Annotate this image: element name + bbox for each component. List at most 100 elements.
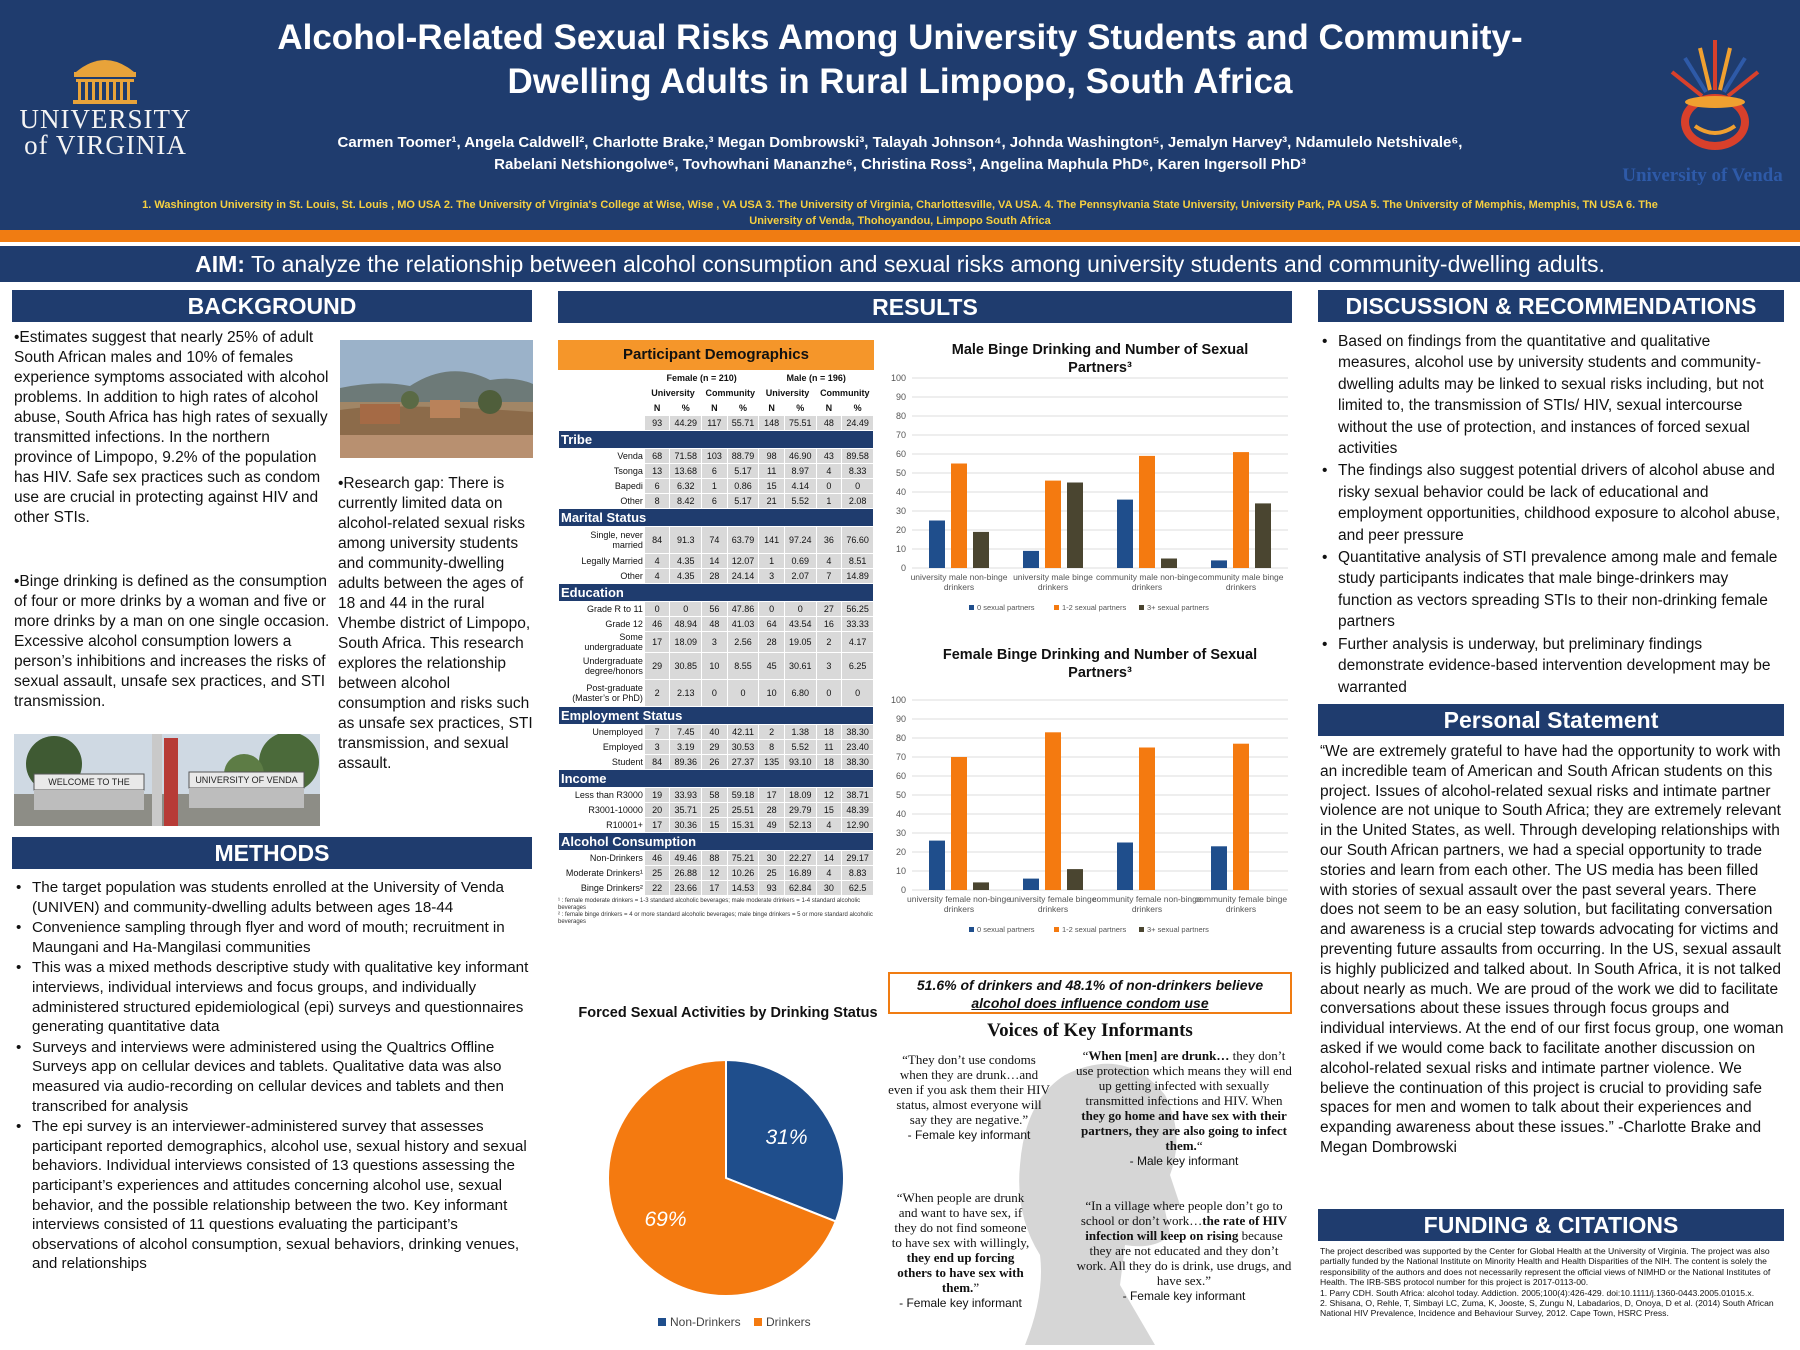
- table-cell: 59.18: [726, 787, 760, 803]
- table-cell: 13: [643, 463, 671, 479]
- bar: [1233, 743, 1249, 890]
- table-cell: [558, 400, 645, 416]
- table-cell: 7: [815, 568, 843, 584]
- table-cell: 25.51: [726, 802, 760, 818]
- y-tick-label: 80: [896, 411, 906, 421]
- table-cell: 6.25: [841, 652, 874, 680]
- bar: [1067, 482, 1083, 568]
- table-cell: 76.60: [841, 526, 874, 554]
- aim-banner: AIM: To analyze the relationship between…: [0, 246, 1800, 282]
- bar: [951, 757, 967, 890]
- table-cell: 12.07: [726, 553, 760, 569]
- discussion-item: Based on findings from the quantitative …: [1320, 331, 1784, 459]
- table-cell: 6.80: [783, 679, 817, 707]
- table-cell: 141: [758, 526, 785, 554]
- bar: [1211, 846, 1227, 890]
- table-cell: 11: [758, 463, 785, 479]
- table-cell: 26.88: [669, 865, 703, 881]
- table-cell: 93.10: [783, 754, 817, 770]
- table-cell: 25: [758, 865, 785, 881]
- table-cell: 22.27: [783, 850, 817, 866]
- table-cell: %: [841, 400, 874, 416]
- table-cell: [558, 385, 645, 401]
- table-cell: Unemployed: [558, 724, 645, 740]
- table-cell: 75.21: [726, 850, 760, 866]
- table-cell: 21: [758, 493, 785, 509]
- methods-list: The target population was students enrol…: [14, 878, 534, 1275]
- legend-label: Drinkers: [766, 1315, 811, 1329]
- table-cell: 3: [758, 568, 785, 584]
- table-cell: N: [643, 400, 671, 416]
- table-cell: 29: [701, 739, 728, 755]
- legend-swatch: [1139, 605, 1144, 610]
- table-cell: %: [669, 400, 703, 416]
- table-cell: 7.45: [669, 724, 703, 740]
- y-tick-label: 80: [896, 733, 906, 743]
- table-cell: 29.79: [783, 802, 817, 818]
- uva-rotunda-logo: [73, 60, 137, 104]
- bar: [1233, 452, 1249, 568]
- y-tick-label: 20: [896, 525, 906, 535]
- y-tick-label: 60: [896, 449, 906, 459]
- table-cell: 24.14: [726, 568, 760, 584]
- table-cell: Employed: [558, 739, 645, 755]
- demographics-table: Female (n = 210) Male (n = 196) University…: [558, 370, 875, 896]
- table-cell: 0: [701, 679, 728, 707]
- table-cell: 30.53: [726, 739, 760, 755]
- table-cell: Education: [558, 583, 874, 602]
- table-row: R10001+ 17 30.36 15 15.31 49 52.13 4 12.90: [558, 817, 874, 833]
- x-tick-label: community male binge drinkers: [1198, 572, 1283, 592]
- table-cell: 15.31: [726, 817, 760, 833]
- table-cell: 91.3: [669, 526, 703, 554]
- table-cell: 46: [643, 850, 671, 866]
- table-cell: 4: [815, 463, 843, 479]
- table-cell: 0.69: [783, 553, 817, 569]
- table-cell: 4.35: [669, 553, 703, 569]
- table-cell: 6: [643, 478, 671, 494]
- table-cell: 46: [643, 616, 671, 632]
- table-cell: 14.89: [841, 568, 874, 584]
- table-cell: 23.66: [669, 880, 703, 896]
- table-cell: 30: [758, 850, 785, 866]
- table-row: Student 84 89.36 26 27.37 135 93.10 18 38.30: [558, 754, 874, 770]
- table-cell: 5.52: [783, 493, 817, 509]
- table-cell: 30.61: [783, 652, 817, 680]
- table-cell: 38.71: [841, 787, 874, 803]
- legend-swatch: [754, 1318, 762, 1326]
- legend-label: 0 sexual partners: [977, 925, 1035, 934]
- table-cell: 135: [758, 754, 785, 770]
- table-cell: 19: [643, 787, 671, 803]
- table-cell: 15: [815, 802, 843, 818]
- demographics-footnotes: ¹ : female moderate drinkers = 1-3 stand…: [558, 898, 873, 925]
- bar: [1255, 503, 1271, 568]
- table-cell: 28: [758, 631, 785, 653]
- table-row: Grade R to 11 0 0 56 47.86 0 0 27 56.25: [558, 601, 874, 617]
- table-cell: 30.85: [669, 652, 703, 680]
- discussion-item: Further analysis is underway, but prelim…: [1320, 634, 1784, 698]
- table-cell: 0: [841, 679, 874, 707]
- table-cell: Less than R3000: [558, 787, 645, 803]
- background-heading: BACKGROUND: [12, 290, 532, 322]
- table-cell: 4: [815, 817, 843, 833]
- table-cell: 5.17: [726, 493, 760, 509]
- table-cell: 7: [643, 724, 671, 740]
- bar: [1045, 480, 1061, 568]
- table-cell: 2: [758, 724, 785, 740]
- table-cell: 93: [643, 415, 671, 431]
- y-tick-label: 40: [896, 487, 906, 497]
- table-section-row: Marital Status: [558, 508, 874, 527]
- legend-label: Non-Drinkers: [670, 1315, 741, 1329]
- table-cell: 1: [701, 478, 728, 494]
- y-tick-label: 100: [891, 374, 906, 383]
- table-cell: 23.40: [841, 739, 874, 755]
- methods-item: This was a mixed methods descriptive stu…: [14, 958, 534, 1036]
- table-cell: 62.84: [783, 880, 817, 896]
- bar: [973, 882, 989, 890]
- pie-slice: [725, 1058, 845, 1223]
- table-cell: 4: [643, 553, 671, 569]
- table-cell: Other: [558, 568, 645, 584]
- y-tick-label: 10: [896, 866, 906, 876]
- table-cell: 14.53: [726, 880, 760, 896]
- landscape-photo: [340, 340, 533, 458]
- table-cell: 18.09: [669, 631, 703, 653]
